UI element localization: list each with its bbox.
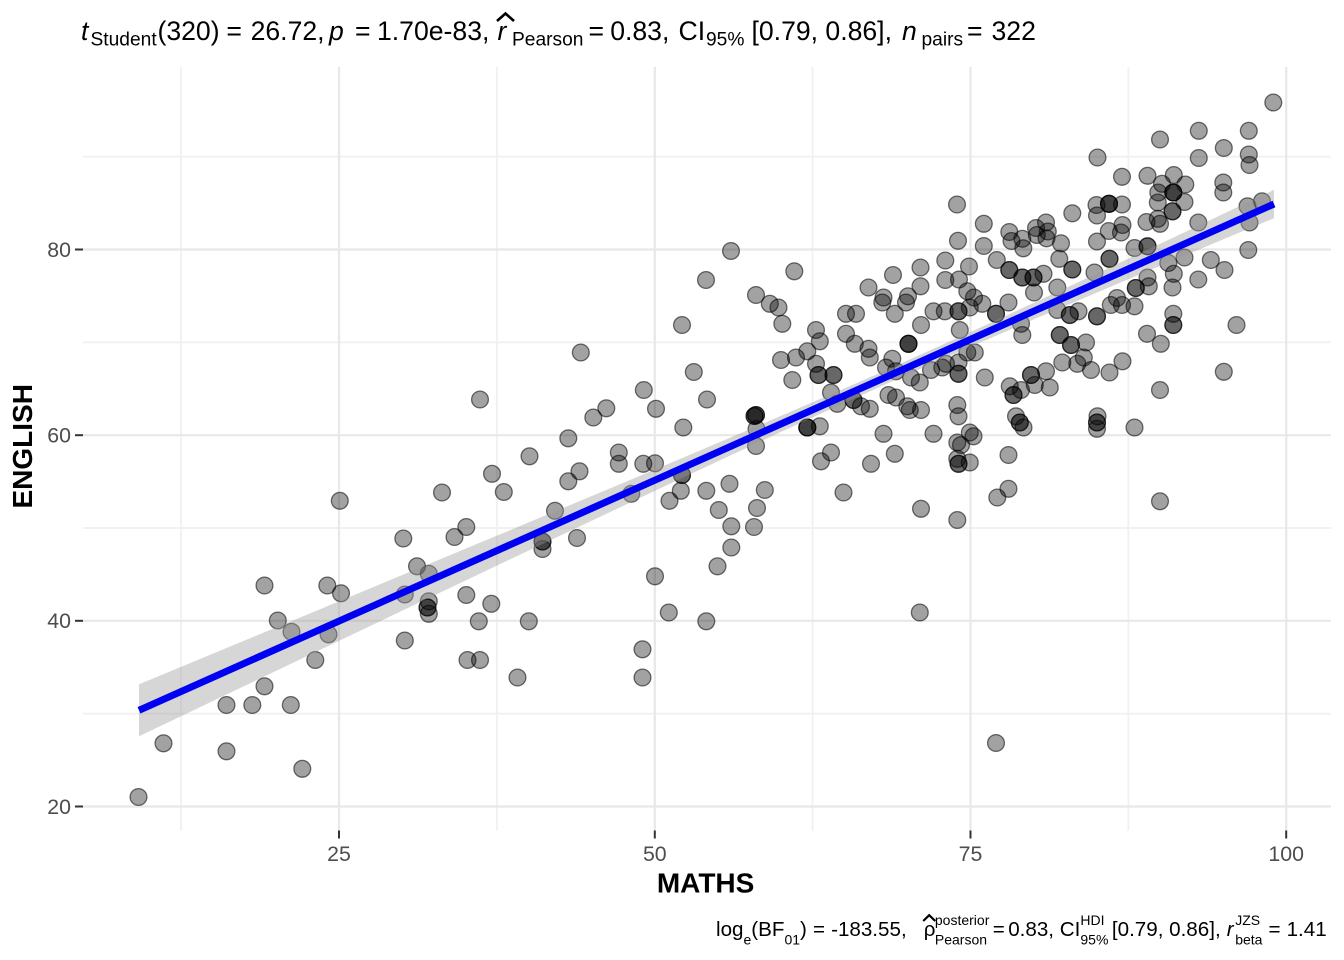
svg-text:Student: Student	[91, 30, 158, 51]
svg-text:-183.55,: -183.55,	[831, 918, 907, 941]
svg-text:): )	[800, 918, 807, 941]
svg-text:0.83, CI: 0.83, CI	[1008, 918, 1080, 941]
svg-text:pairs: pairs	[922, 30, 964, 51]
svg-text:Pearson: Pearson	[512, 30, 583, 51]
svg-text:e: e	[744, 932, 752, 948]
svg-text:20: 20	[47, 795, 71, 819]
svg-text:n: n	[902, 16, 917, 46]
svg-text:100: 100	[1268, 842, 1304, 866]
svg-text:(BF: (BF	[751, 918, 784, 941]
svg-text:40: 40	[47, 609, 71, 633]
svg-text:r: r	[1227, 918, 1235, 941]
svg-text:322: 322	[992, 16, 1036, 46]
svg-text:80: 80	[47, 238, 71, 262]
svg-text:t: t	[81, 16, 90, 46]
svg-text:=: =	[589, 16, 605, 46]
svg-text:60: 60	[47, 424, 71, 448]
svg-text:log: log	[716, 918, 743, 941]
svg-text:1.70e-83,: 1.70e-83,	[377, 16, 489, 46]
svg-text:1.41: 1.41	[1287, 918, 1327, 941]
svg-text:[0.79, 0.86],: [0.79, 0.86],	[1112, 918, 1221, 941]
svg-text:=: =	[993, 918, 1005, 941]
svg-text:[0.79, 0.86],: [0.79, 0.86],	[752, 16, 892, 46]
svg-text:26.72,: 26.72,	[251, 16, 325, 46]
svg-text:HDI: HDI	[1080, 912, 1104, 928]
svg-text:25: 25	[327, 842, 351, 866]
svg-text:=: =	[813, 918, 825, 941]
svg-text:ENGLISH: ENGLISH	[7, 384, 38, 508]
svg-text:r: r	[498, 16, 508, 46]
svg-text:posterior: posterior	[935, 912, 990, 928]
svg-text:=: =	[226, 16, 242, 46]
svg-text:01: 01	[785, 932, 801, 948]
svg-text:95%: 95%	[1080, 932, 1108, 948]
svg-text:CI: CI	[679, 16, 706, 46]
svg-text:0.83,: 0.83,	[610, 16, 669, 46]
svg-text:75: 75	[959, 842, 983, 866]
svg-text:beta: beta	[1235, 932, 1262, 948]
svg-text:(320): (320)	[158, 16, 220, 46]
svg-text:=: =	[967, 16, 983, 46]
svg-text:ρ: ρ	[924, 918, 936, 941]
svg-text:Pearson: Pearson	[935, 932, 987, 948]
svg-text:=: =	[1269, 918, 1281, 941]
svg-text:JZS: JZS	[1235, 912, 1260, 928]
svg-text:MATHS: MATHS	[657, 868, 754, 899]
svg-text:p: p	[328, 16, 344, 46]
svg-text:50: 50	[643, 842, 667, 866]
svg-text:95%: 95%	[706, 30, 744, 51]
svg-text:=: =	[355, 16, 371, 46]
